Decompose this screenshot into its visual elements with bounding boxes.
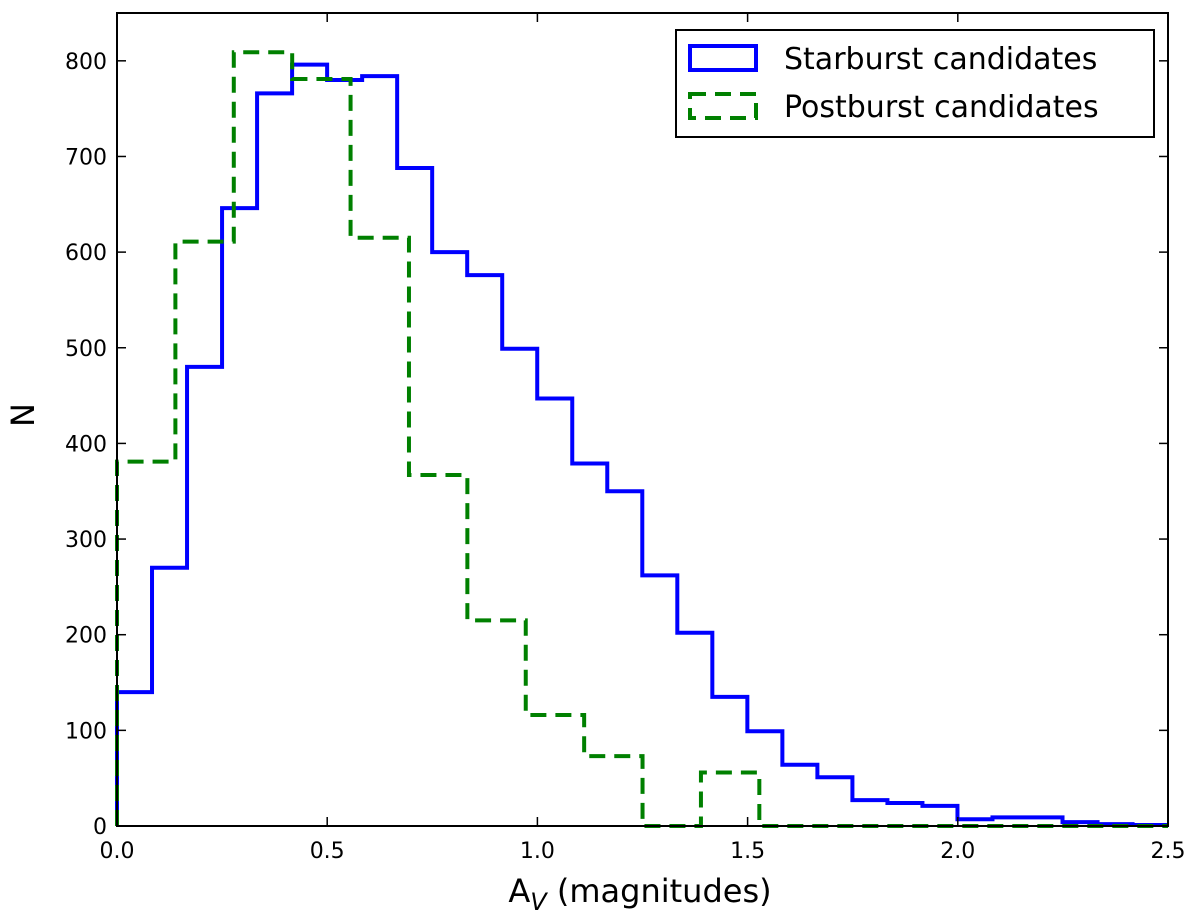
series-0-bin-20 — [817, 777, 852, 826]
series-layer — [115, 50, 1168, 828]
x-tick-label: 1.0 — [520, 839, 555, 864]
series-0-bin-13 — [572, 464, 607, 827]
y-tick-label: 500 — [65, 337, 107, 362]
axes-layer — [116, 12, 1169, 827]
series-0-bin-18 — [747, 731, 782, 826]
series-0-bin-16 — [677, 633, 712, 826]
series-0-bin-8 — [397, 168, 432, 826]
series-0-bin-5 — [292, 65, 327, 826]
y-tick-label: 700 — [65, 145, 107, 170]
series-0-bin-12 — [537, 398, 572, 826]
series-0-bin-7 — [362, 76, 397, 826]
series-1-bin-5 — [409, 475, 467, 826]
series-1-bin-7 — [526, 715, 584, 826]
series-1-step-line — [115, 50, 1168, 828]
y-tick-label: 600 — [65, 241, 107, 266]
legend-label-0: Starburst candidates — [784, 42, 1097, 77]
series-0-bin-17 — [712, 697, 747, 826]
y-tick-label: 400 — [65, 432, 107, 457]
series-0-bin-9 — [432, 252, 467, 826]
series-0-bin-23 — [922, 806, 957, 826]
ticks-layer: 0.0 0.5 1.0 1.5 2.0 2.5 0 100 200 300 400 500 600 700… — [65, 13, 1186, 864]
series-0-bin-2 — [187, 367, 222, 826]
y-tick-label: 300 — [65, 528, 107, 553]
series-0-bin-15 — [642, 575, 677, 826]
series-0-bin-19 — [782, 765, 817, 826]
series-1-bin-10 — [701, 772, 759, 826]
series-0-bin-14 — [607, 491, 642, 826]
series-0-bin-4 — [257, 93, 292, 826]
legend-handle-1 — [688, 92, 758, 120]
series-1-bin-6 — [467, 620, 525, 826]
series-0-bin-11 — [502, 349, 537, 826]
y-tick-label: 0 — [93, 815, 107, 840]
plot-frame — [116, 12, 1169, 827]
series-1-bin-8 — [584, 756, 642, 826]
series-0-bin-6 — [327, 80, 362, 826]
series-0-bin-21 — [852, 800, 887, 826]
y-axis-label: N — [4, 403, 42, 427]
x-tick-label: 1.5 — [730, 839, 765, 864]
series-1-bin-2 — [234, 52, 292, 826]
series-0-bin-10 — [467, 275, 502, 826]
legend-handle-0 — [688, 44, 758, 72]
series-0-bin-3 — [222, 208, 257, 826]
series-0-bin-0 — [117, 692, 152, 826]
x-axis-label: AV (magnitudes) — [508, 872, 771, 916]
series-0-step-line — [115, 62, 1168, 828]
series-1-bin-0 — [117, 462, 175, 826]
y-tick-label: 100 — [65, 719, 107, 744]
series-1-bin-4 — [351, 238, 409, 826]
x-tick-label: 2.5 — [1151, 839, 1186, 864]
series-1-bin-1 — [175, 242, 233, 826]
y-tick-label: 200 — [65, 624, 107, 649]
y-tick-label: 800 — [65, 50, 107, 75]
x-tick-label: 0.5 — [310, 839, 345, 864]
legend-label-1: Postburst candidates — [784, 90, 1099, 125]
x-tick-label: 0.0 — [100, 839, 135, 864]
x-tick-label: 2.0 — [940, 839, 975, 864]
series-0-bin-22 — [887, 803, 922, 826]
legend: Starburst candidates Postburst candidates — [675, 29, 1155, 138]
series-1-bin-3 — [292, 79, 350, 826]
series-0-bin-1 — [152, 568, 187, 826]
